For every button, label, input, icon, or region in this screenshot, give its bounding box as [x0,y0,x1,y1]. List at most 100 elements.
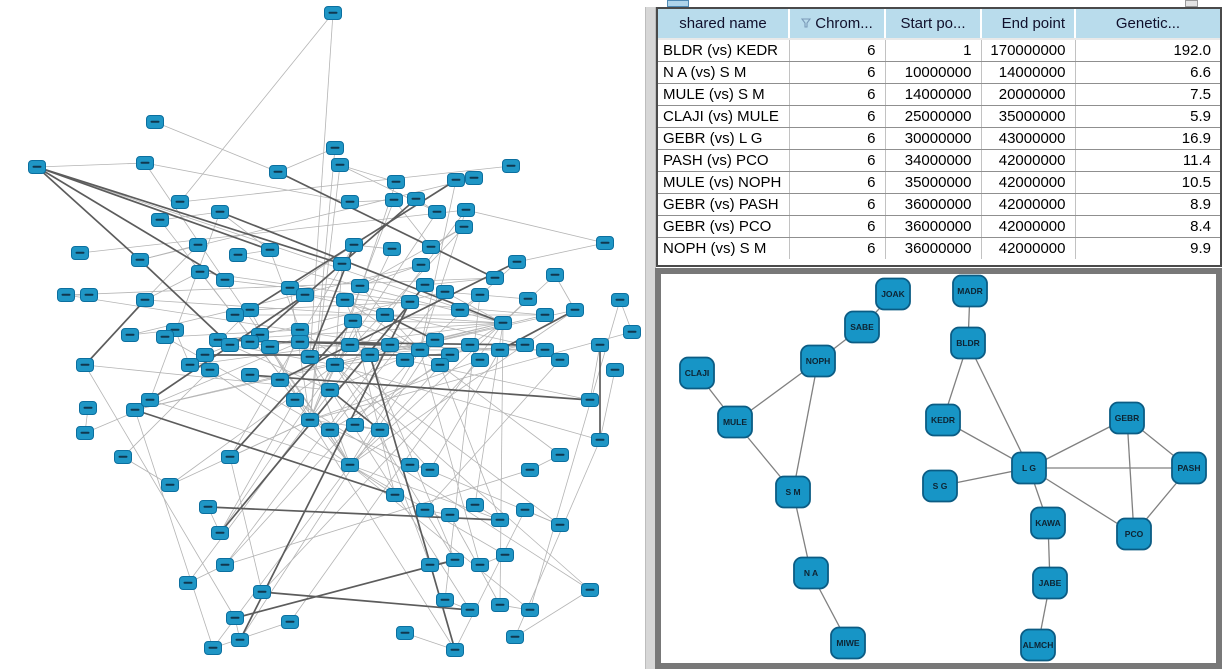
cell-start-position[interactable]: 35000000 [885,171,982,194]
table-row[interactable]: GEBR (vs) PASH 6 36000000 42000000 8.9 [658,193,1220,216]
cell-end-point[interactable]: 42000000 [981,237,1076,259]
network-edge[interactable] [1126,417,1135,535]
cell-end-point[interactable]: 20000000 [981,83,1076,106]
cell-end-point[interactable]: 42000000 [981,149,1076,172]
cell-genetic[interactable]: 16.9 [1075,127,1220,150]
column-header-genetic[interactable]: Genetic... [1075,9,1220,40]
table-scroll-tab[interactable] [667,0,689,7]
cell-shared-name[interactable]: GEBR (vs) PCO [658,215,790,238]
table-row[interactable]: MULE (vs) S M 6 14000000 20000000 7.5 [658,83,1220,106]
table-scroll-corner[interactable] [1185,0,1198,7]
network-node-MULE[interactable] [717,405,753,439]
network-node-ALMCH[interactable] [1020,628,1056,662]
network-edge[interactable] [967,342,1030,469]
network-node-NOPH[interactable] [800,344,836,378]
table-row[interactable]: PASH (vs) PCO 6 34000000 42000000 11.4 [658,149,1220,172]
table-row[interactable]: MULE (vs) NOPH 6 35000000 42000000 10.5 [658,171,1220,194]
cell-genetic[interactable]: 8.4 [1075,215,1220,238]
cell-shared-name[interactable]: N A (vs) S M [658,61,790,84]
table-row[interactable]: N A (vs) S M 6 10000000 14000000 6.6 [658,61,1220,84]
cell-start-position[interactable]: 14000000 [885,83,982,106]
network-edge-dark [139,259,231,346]
network-node-JABE[interactable] [1032,566,1068,600]
column-header-shared-name[interactable]: shared name [658,9,790,40]
cell-start-position[interactable]: 1 [885,39,982,62]
table-row[interactable]: CLAJI (vs) MULE 6 25000000 35000000 5.9 [658,105,1220,128]
cell-end-point[interactable]: 14000000 [981,61,1076,84]
network-node-PCO[interactable] [1116,517,1152,551]
cell-shared-name[interactable]: GEBR (vs) L G [658,127,790,150]
network-node-PASH[interactable] [1171,451,1207,485]
cell-genetic[interactable]: 192.0 [1075,39,1220,62]
network-node-label: NOPH [806,356,831,366]
cell-start-position[interactable]: 25000000 [885,105,982,128]
cell-shared-name[interactable]: CLAJI (vs) MULE [658,105,790,128]
table-row[interactable]: GEBR (vs) PCO 6 36000000 42000000 8.4 [658,215,1220,238]
network-edge[interactable] [792,360,819,493]
network-edge [289,244,355,289]
cell-shared-name[interactable]: MULE (vs) NOPH [658,171,790,194]
column-label: End point [1001,15,1065,32]
cell-start-position[interactable]: 36000000 [885,237,982,259]
network-node-JOAK[interactable] [875,277,911,311]
cell-end-point[interactable]: 42000000 [981,193,1076,216]
network-node-MADR[interactable] [952,274,988,308]
cell-end-point[interactable]: 170000000 [981,39,1076,62]
cell-chromosome[interactable]: 6 [789,193,886,216]
column-header-start-position[interactable]: Start po... [885,9,982,40]
cell-shared-name[interactable]: GEBR (vs) PASH [658,193,790,216]
table-row[interactable]: NOPH (vs) S M 6 36000000 42000000 9.9 [658,237,1220,259]
cell-shared-name[interactable]: NOPH (vs) S M [658,237,790,259]
column-header-chromosome[interactable]: Chrom... [789,9,886,40]
cell-shared-name[interactable]: BLDR (vs) KEDR [658,39,790,62]
network-edge [419,179,457,351]
cell-start-position[interactable]: 30000000 [885,127,982,150]
left-network-node-label [500,553,510,556]
network-node-S-G[interactable] [922,469,958,503]
left-network-node-label [295,340,305,343]
cell-end-point[interactable]: 42000000 [981,215,1076,238]
cell-start-position[interactable]: 36000000 [885,193,982,216]
network-edge-dark [239,301,411,641]
network-node-KAWA[interactable] [1030,506,1066,540]
table-row[interactable]: BLDR (vs) KEDR 6 1 170000000 192.0 [658,39,1220,62]
network-node-BLDR[interactable] [950,326,986,360]
cell-chromosome[interactable]: 6 [789,127,886,150]
network-node-SABE[interactable] [844,310,880,344]
column-header-end-point[interactable]: End point [981,9,1076,40]
network-node-GEBR[interactable] [1109,401,1145,435]
filter-icon[interactable] [801,18,812,28]
network-node-MIWE[interactable] [830,626,866,660]
table-row[interactable]: GEBR (vs) L G 6 30000000 43000000 16.9 [658,127,1220,150]
cell-chromosome[interactable]: 6 [789,39,886,62]
cell-chromosome[interactable]: 6 [789,149,886,172]
network-node-S-M[interactable] [775,475,811,509]
cell-genetic[interactable]: 6.6 [1075,61,1220,84]
cell-genetic[interactable]: 5.9 [1075,105,1220,128]
cell-start-position[interactable]: 34000000 [885,149,982,172]
network-node-L-G[interactable] [1011,451,1047,485]
cell-shared-name[interactable]: PASH (vs) PCO [658,149,790,172]
cell-genetic[interactable]: 11.4 [1075,149,1220,172]
cell-genetic[interactable]: 8.9 [1075,193,1220,216]
cell-chromosome[interactable]: 6 [789,61,886,84]
cell-end-point[interactable]: 42000000 [981,171,1076,194]
left-network-node-label [595,343,605,346]
cell-chromosome[interactable]: 6 [789,171,886,194]
network-node-KEDR[interactable] [925,403,961,437]
cell-start-position[interactable]: 36000000 [885,215,982,238]
cell-start-position[interactable]: 10000000 [885,61,982,84]
cell-end-point[interactable]: 35000000 [981,105,1076,128]
cell-genetic[interactable]: 10.5 [1075,171,1220,194]
cell-chromosome[interactable]: 6 [789,237,886,259]
network-node-CLAJI[interactable] [679,356,715,390]
cell-chromosome[interactable]: 6 [789,105,886,128]
network-node-N-A[interactable] [793,556,829,590]
cell-genetic[interactable]: 7.5 [1075,83,1220,106]
cell-chromosome[interactable]: 6 [789,83,886,106]
network-edge[interactable] [1028,467,1135,535]
cell-shared-name[interactable]: MULE (vs) S M [658,83,790,106]
cell-chromosome[interactable]: 6 [789,215,886,238]
cell-genetic[interactable]: 9.9 [1190,240,1211,257]
cell-end-point[interactable]: 43000000 [981,127,1076,150]
